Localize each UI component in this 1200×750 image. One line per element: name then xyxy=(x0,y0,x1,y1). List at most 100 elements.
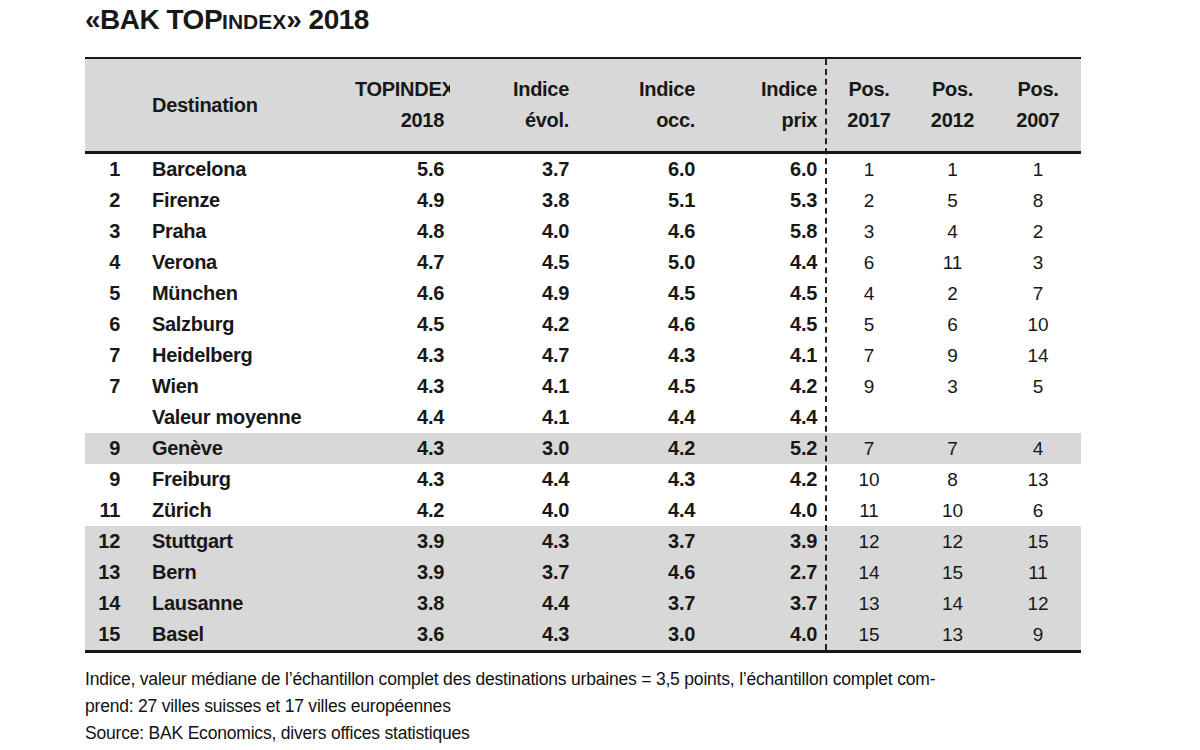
header-label-pos2007-1: Pos. xyxy=(995,74,1081,105)
cell-destination: Valeur moyenne xyxy=(135,402,355,433)
cell-destination: Freiburg xyxy=(135,464,355,495)
cell-indice-evol: 4.3 xyxy=(450,619,575,650)
cell-rank: 9 xyxy=(85,464,135,495)
header-cell-indice-occ: Indice occ. xyxy=(575,59,701,151)
cell-topindex: 4.4 xyxy=(355,402,450,433)
cell-indice-occ: 5.1 xyxy=(575,185,701,216)
cell-indice-prix: 3.9 xyxy=(701,526,823,557)
table-row: 2 Firenze 4.9 3.8 5.1 5.3 2 5 8 xyxy=(85,185,1081,216)
cell-pos-2007: 13 xyxy=(995,464,1081,495)
cell-pos-2007: 1 xyxy=(995,154,1081,185)
cell-pos-2017: 14 xyxy=(823,557,910,588)
table-row: 9 Genève 4.3 3.0 4.2 5.2 7 7 4 xyxy=(85,433,1081,464)
cell-pos-2012: 14 xyxy=(910,588,995,619)
cell-topindex: 4.7 xyxy=(355,247,450,278)
cell-rank: 9 xyxy=(85,433,135,464)
cell-indice-occ: 5.0 xyxy=(575,247,701,278)
cell-indice-occ: 6.0 xyxy=(575,154,701,185)
cell-pos-2007: 4 xyxy=(995,433,1081,464)
cell-topindex: 4.6 xyxy=(355,278,450,309)
cell-indice-prix: 2.7 xyxy=(701,557,823,588)
table-row: 3 Praha 4.8 4.0 4.6 5.8 3 4 2 xyxy=(85,216,1081,247)
cell-indice-occ: 4.6 xyxy=(575,557,701,588)
cell-pos-2017: 7 xyxy=(823,433,910,464)
cell-rank: 13 xyxy=(85,557,135,588)
cell-indice-occ: 4.3 xyxy=(575,340,701,371)
table-row: 4 Verona 4.7 4.5 5.0 4.4 6 11 3 xyxy=(85,247,1081,278)
cell-indice-evol: 3.8 xyxy=(450,185,575,216)
title-suffix: » 2018 xyxy=(286,4,369,35)
cell-destination: Basel xyxy=(135,619,355,650)
table-row: 11 Zürich 4.2 4.0 4.4 4.0 11 10 6 xyxy=(85,495,1081,526)
cell-topindex: 4.2 xyxy=(355,495,450,526)
cell-topindex: 4.3 xyxy=(355,433,450,464)
cell-pos-2012: 12 xyxy=(910,526,995,557)
table-body: 1 Barcelona 5.6 3.7 6.0 6.0 1 1 1 2 Fire… xyxy=(85,154,1081,650)
cell-rank: 14 xyxy=(85,588,135,619)
cell-destination: Genève xyxy=(135,433,355,464)
cell-indice-occ: 4.6 xyxy=(575,309,701,340)
cell-pos-2007: 12 xyxy=(995,588,1081,619)
table-row: 12 Stuttgart 3.9 4.3 3.7 3.9 12 12 15 xyxy=(85,526,1081,557)
header-label-prix-2: prix xyxy=(701,105,817,136)
cell-rank: 5 xyxy=(85,278,135,309)
cell-pos-2012: 1 xyxy=(910,154,995,185)
cell-pos-2012: 6 xyxy=(910,309,995,340)
cell-indice-evol: 4.0 xyxy=(450,216,575,247)
cell-pos-2017: 1 xyxy=(823,154,910,185)
cell-rank: 15 xyxy=(85,619,135,650)
header-label-topindex-1: TOPINDEX xyxy=(355,74,444,105)
cell-pos-2007: 14 xyxy=(995,340,1081,371)
title-prefix: «BAK TOP xyxy=(85,4,222,35)
header-label-destination: Destination xyxy=(152,90,258,121)
cell-topindex: 3.6 xyxy=(355,619,450,650)
cell-pos-2012: 5 xyxy=(910,185,995,216)
header-label-pos2007-2: 2007 xyxy=(995,105,1081,136)
cell-pos-2007: 6 xyxy=(995,495,1081,526)
cell-indice-prix: 6.0 xyxy=(701,154,823,185)
cell-indice-occ: 4.5 xyxy=(575,371,701,402)
cell-indice-evol: 4.5 xyxy=(450,247,575,278)
cell-pos-2007: 3 xyxy=(995,247,1081,278)
header-cell-pos-2017: Pos. 2017 xyxy=(823,59,910,151)
cell-pos-2017: 3 xyxy=(823,216,910,247)
cell-indice-prix: 5.2 xyxy=(701,433,823,464)
table-row: 6 Salzburg 4.5 4.2 4.6 4.5 5 6 10 xyxy=(85,309,1081,340)
cell-pos-2012: 9 xyxy=(910,340,995,371)
cell-pos-2007: 9 xyxy=(995,619,1081,650)
cell-topindex: 4.5 xyxy=(355,309,450,340)
cell-indice-occ: 4.5 xyxy=(575,278,701,309)
table-row: 1 Barcelona 5.6 3.7 6.0 6.0 1 1 1 xyxy=(85,154,1081,185)
cell-destination: Heidelberg xyxy=(135,340,355,371)
table-row: 9 Freiburg 4.3 4.4 4.3 4.2 10 8 13 xyxy=(85,464,1081,495)
cell-pos-2017: 9 xyxy=(823,371,910,402)
table-header-row: Destination TOPINDEX 2018 Indice évol. I… xyxy=(85,59,1081,154)
cell-pos-2017: 6 xyxy=(823,247,910,278)
cell-topindex: 4.3 xyxy=(355,340,450,371)
cell-pos-2007: 8 xyxy=(995,185,1081,216)
cell-topindex: 4.3 xyxy=(355,464,450,495)
table-row: 7 Wien 4.3 4.1 4.5 4.2 9 3 5 xyxy=(85,371,1081,402)
cell-pos-2012: 11 xyxy=(910,247,995,278)
table-row: 7 Heidelberg 4.3 4.7 4.3 4.1 7 9 14 xyxy=(85,340,1081,371)
cell-pos-2012: 8 xyxy=(910,464,995,495)
table-row: 5 München 4.6 4.9 4.5 4.5 4 2 7 xyxy=(85,278,1081,309)
cell-indice-evol: 4.3 xyxy=(450,526,575,557)
cell-indice-occ: 4.3 xyxy=(575,464,701,495)
header-label-topindex-2: 2018 xyxy=(355,105,444,136)
cell-indice-prix: 4.2 xyxy=(701,464,823,495)
cell-topindex: 5.6 xyxy=(355,154,450,185)
cell-indice-occ: 3.7 xyxy=(575,588,701,619)
cell-pos-2017: 7 xyxy=(823,340,910,371)
cell-indice-evol: 3.7 xyxy=(450,154,575,185)
cell-rank: 7 xyxy=(85,340,135,371)
cell-pos-2012: 7 xyxy=(910,433,995,464)
table-row: 14 Lausanne 3.8 4.4 3.7 3.7 13 14 12 xyxy=(85,588,1081,619)
header-label-pos2017-2: 2017 xyxy=(828,105,910,136)
cell-destination: Barcelona xyxy=(135,154,355,185)
cell-indice-evol: 3.0 xyxy=(450,433,575,464)
cell-rank: 12 xyxy=(85,526,135,557)
topindex-table: Destination TOPINDEX 2018 Indice évol. I… xyxy=(85,57,1081,653)
cell-rank: 2 xyxy=(85,185,135,216)
header-label-occ-2: occ. xyxy=(575,105,695,136)
